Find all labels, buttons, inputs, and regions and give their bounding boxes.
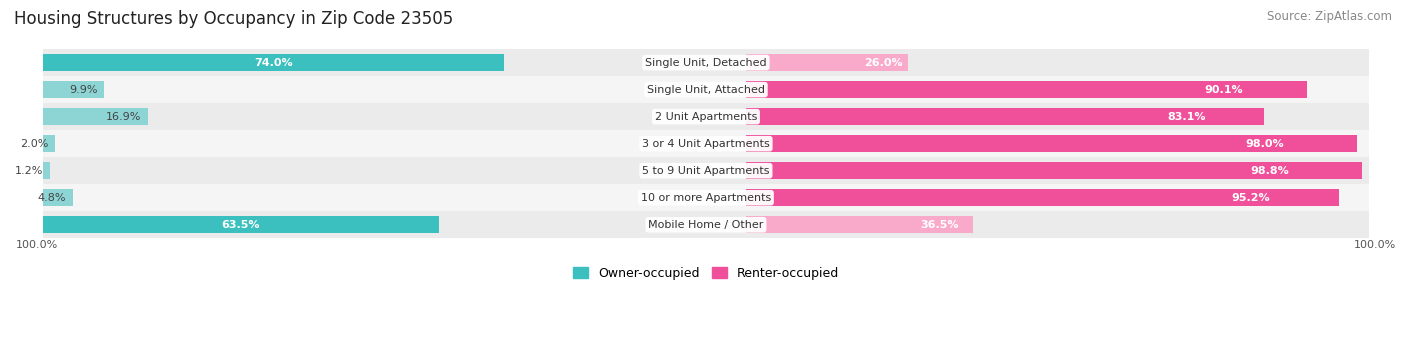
Text: 36.5%: 36.5% [920,220,959,230]
Bar [745,162,1362,179]
Text: 98.8%: 98.8% [1250,166,1289,176]
Bar [745,108,1264,125]
Bar [42,189,73,206]
Bar [745,217,973,233]
Bar [42,157,1369,184]
Bar [42,49,1369,76]
Text: 83.1%: 83.1% [1167,112,1205,122]
Bar [42,54,503,71]
Text: 3 or 4 Unit Apartments: 3 or 4 Unit Apartments [643,139,770,149]
Text: 26.0%: 26.0% [865,58,903,68]
Bar [42,211,1369,238]
Text: 90.1%: 90.1% [1204,85,1243,95]
Bar [745,135,1357,152]
Bar [42,76,1369,103]
Bar [745,54,908,71]
Bar [42,81,104,98]
Text: 2.0%: 2.0% [20,139,49,149]
Text: 98.0%: 98.0% [1246,139,1285,149]
Text: 10 or more Apartments: 10 or more Apartments [641,193,770,203]
Text: 100.0%: 100.0% [15,240,59,250]
Legend: Owner-occupied, Renter-occupied: Owner-occupied, Renter-occupied [568,262,844,285]
Text: 4.8%: 4.8% [38,193,66,203]
Text: 74.0%: 74.0% [254,58,292,68]
Text: 63.5%: 63.5% [221,220,260,230]
Bar [42,162,51,179]
Bar [42,184,1369,211]
Text: Source: ZipAtlas.com: Source: ZipAtlas.com [1267,10,1392,23]
Text: 100.0%: 100.0% [1354,240,1396,250]
Bar [42,135,55,152]
Text: 16.9%: 16.9% [105,112,142,122]
Text: 5 to 9 Unit Apartments: 5 to 9 Unit Apartments [643,166,769,176]
Text: 2 Unit Apartments: 2 Unit Apartments [655,112,756,122]
Bar [42,103,1369,130]
Text: Mobile Home / Other: Mobile Home / Other [648,220,763,230]
Text: Single Unit, Detached: Single Unit, Detached [645,58,766,68]
Text: 9.9%: 9.9% [69,85,98,95]
Bar [42,108,148,125]
Text: Housing Structures by Occupancy in Zip Code 23505: Housing Structures by Occupancy in Zip C… [14,10,453,28]
Text: 95.2%: 95.2% [1230,193,1270,203]
Bar [745,189,1340,206]
Bar [745,81,1308,98]
Text: 1.2%: 1.2% [15,166,44,176]
Bar [42,217,439,233]
Text: Single Unit, Attached: Single Unit, Attached [647,85,765,95]
Bar [42,130,1369,157]
